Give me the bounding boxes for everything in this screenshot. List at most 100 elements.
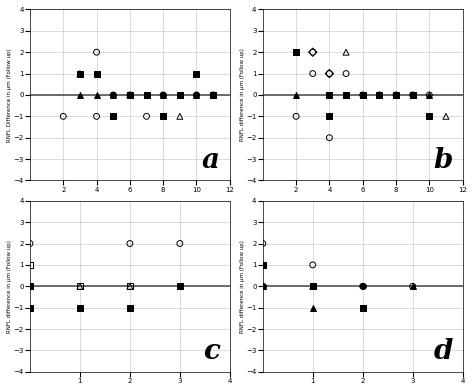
Point (76, 92, 84, 98)
Point (409, 92, 417, 98)
Point (309, 283, 317, 289)
Point (159, 92, 167, 98)
Point (193, 92, 201, 98)
Point (159, 92, 167, 98)
Point (292, 113, 300, 120)
Point (359, 92, 366, 98)
Point (359, 305, 366, 311)
Point (193, 92, 201, 98)
Point (309, 70, 317, 77)
Point (76, 283, 84, 289)
Text: d: d (433, 338, 453, 365)
Point (126, 283, 134, 289)
Point (143, 92, 150, 98)
Point (409, 283, 417, 289)
Point (126, 92, 134, 98)
Point (76, 70, 84, 77)
Point (426, 113, 433, 120)
Point (259, 283, 266, 289)
Point (176, 113, 183, 120)
Point (176, 92, 183, 98)
Point (392, 92, 400, 98)
Point (126, 92, 134, 98)
Point (259, 240, 266, 247)
Point (126, 240, 134, 247)
Point (359, 283, 366, 289)
Point (76, 70, 84, 77)
Text: a: a (202, 147, 220, 174)
Point (342, 49, 350, 56)
Text: b: b (433, 147, 453, 174)
Point (26, 305, 34, 311)
Point (375, 92, 383, 98)
Point (93, 92, 100, 98)
Point (26, 283, 34, 289)
Point (76, 70, 84, 77)
Point (210, 92, 217, 98)
Point (126, 92, 134, 98)
Point (93, 70, 100, 77)
Point (326, 92, 333, 98)
Point (26, 283, 34, 289)
Point (392, 92, 400, 98)
Point (326, 113, 333, 120)
Y-axis label: RNFL difference in μm (Follow up): RNFL difference in μm (Follow up) (240, 240, 245, 333)
Point (26, 262, 34, 268)
Point (193, 92, 201, 98)
Point (359, 92, 366, 98)
Point (176, 92, 183, 98)
Point (26, 240, 34, 247)
Point (176, 92, 183, 98)
Point (126, 92, 134, 98)
Point (109, 92, 117, 98)
Point (59, 113, 67, 120)
Point (259, 262, 266, 268)
Point (309, 49, 317, 56)
Point (309, 283, 317, 289)
Point (93, 113, 100, 120)
Point (26, 262, 34, 268)
Point (375, 92, 383, 98)
Point (292, 92, 300, 98)
Point (143, 92, 150, 98)
Point (109, 113, 117, 120)
Point (159, 113, 167, 120)
Point (342, 92, 350, 98)
Point (309, 305, 317, 311)
Point (375, 92, 383, 98)
Point (409, 92, 417, 98)
Point (76, 283, 84, 289)
Point (426, 92, 433, 98)
Point (176, 240, 183, 247)
Point (326, 135, 333, 141)
Point (93, 70, 100, 77)
Point (359, 305, 366, 311)
Point (109, 92, 117, 98)
Point (309, 262, 317, 268)
Point (359, 92, 366, 98)
Point (342, 70, 350, 77)
Point (143, 113, 150, 120)
Point (342, 92, 350, 98)
Point (210, 92, 217, 98)
Point (426, 92, 433, 98)
Point (292, 49, 300, 56)
Point (109, 92, 117, 98)
Y-axis label: RNFL difference in μm (Follow up): RNFL difference in μm (Follow up) (7, 240, 12, 333)
Point (126, 283, 134, 289)
Y-axis label: RNFL Difference in μm (Follow up): RNFL Difference in μm (Follow up) (7, 48, 12, 142)
Point (76, 305, 84, 311)
Point (326, 92, 333, 98)
Point (392, 92, 400, 98)
Point (409, 283, 417, 289)
Point (176, 283, 183, 289)
Point (109, 113, 117, 120)
Point (326, 70, 333, 77)
Point (359, 283, 366, 289)
Point (259, 283, 266, 289)
Point (93, 49, 100, 56)
Point (409, 92, 417, 98)
Point (309, 283, 317, 289)
Point (259, 283, 266, 289)
Y-axis label: RNFL difference in μm (Follow up): RNFL difference in μm (Follow up) (240, 48, 245, 142)
